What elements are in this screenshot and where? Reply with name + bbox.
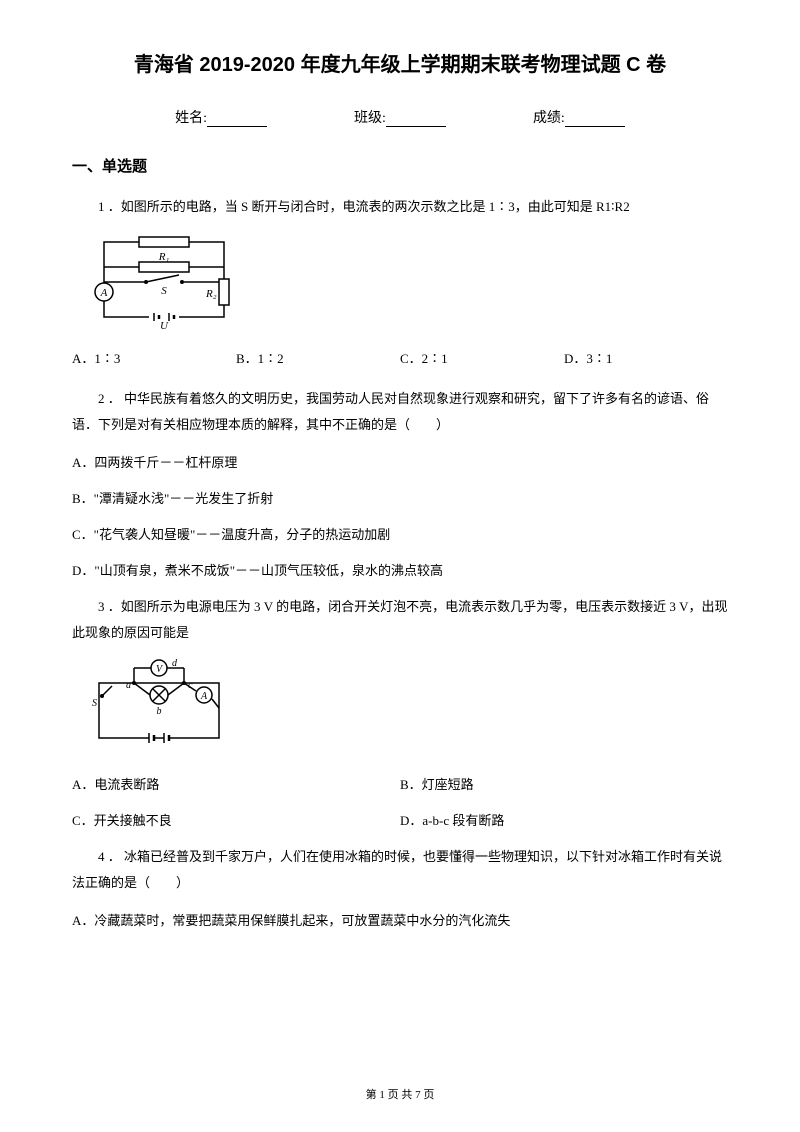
svg-text:S: S [161,285,167,297]
q2-optD: D．"山顶有泉，煮米不成饭"－－山顶气压较低，泉水的沸点较高 [72,558,728,584]
svg-text:R₂: R₂ [205,288,217,300]
q1-optB: B．1∶2 [236,346,400,372]
q4-text: 4 ． 冰箱已经普及到千家万户，人们在使用冰箱的时候，也要懂得一些物理知识，以下… [72,844,728,896]
svg-text:R₁: R₁ [158,251,170,263]
svg-text:A: A [100,287,108,299]
q3-optC: C．开关接触不良 [72,808,400,834]
q3-text: 3 ．如图所示为电源电压为 3 V 的电路，闭合开关灯泡不亮，电流表示数几乎为零… [72,594,728,646]
svg-text:U: U [160,320,169,332]
q3-optD: D．a-b-c 段有断路 [400,808,728,834]
svg-text:S: S [92,698,97,709]
q1-circuit-diagram: R₁ S R₂ A U [84,232,728,332]
name-blank [207,113,267,127]
q1-optA: A．1∶3 [72,346,236,372]
info-row: 姓名: 班级: 成绩: [72,107,728,127]
q2-optB: B．"潭清疑水浅"－－光发生了折射 [72,486,728,512]
q2-optC: C．"花气袭人知昼暖"－－温度升高，分子的热运动加剧 [72,522,728,548]
svg-text:A: A [200,691,208,702]
q1-text: 1 ．如图所示的电路，当 S 断开与闭合时，电流表的两次示数之比是 1∶3，由此… [72,194,728,220]
q2-optA: A．四两拨千斤－－杠杆原理 [72,450,728,476]
q3-circuit-diagram: V a d c b A S [84,658,728,758]
q2-text: 2 ． 中华民族有着悠久的文明历史，我国劳动人民对自然现象进行观察和研究，留下了… [72,386,728,438]
page-title: 青海省 2019-2020 年度九年级上学期期末联考物理试题 C 卷 [72,48,728,77]
page-footer: 第 1 页 共 7 页 [0,1086,800,1102]
score-label: 成绩: [533,111,565,126]
q3-optB: B．灯座短路 [400,772,728,798]
q3-options-row1: A．电流表断路 B．灯座短路 [72,772,728,798]
name-label: 姓名: [175,111,207,126]
svg-text:b: b [157,706,162,717]
q4-optA: A．冷藏蔬菜时，常要把蔬菜用保鲜膜扎起来，可放置蔬菜中水分的汽化流失 [72,908,728,934]
class-blank [386,113,446,127]
q1-optD: D．3∶1 [564,346,728,372]
section-header: 一、单选题 [72,155,728,176]
score-blank [565,113,625,127]
q1-options: A．1∶3 B．1∶2 C．2∶1 D．3∶1 [72,346,728,372]
class-label: 班级: [354,111,386,126]
svg-text:a: a [126,680,131,691]
q3-options-row2: C．开关接触不良 D．a-b-c 段有断路 [72,808,728,834]
q1-optC: C．2∶1 [400,346,564,372]
q3-optA: A．电流表断路 [72,772,400,798]
